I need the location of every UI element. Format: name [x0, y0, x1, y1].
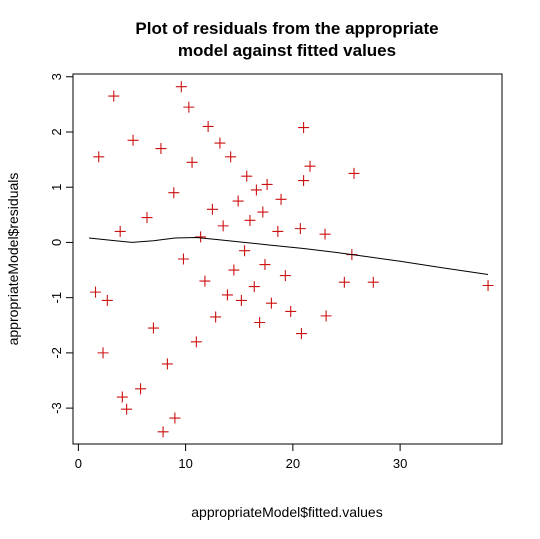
data-point — [265, 297, 277, 309]
data-point — [257, 206, 269, 218]
data-point — [338, 276, 350, 288]
y-tick-label: 2 — [49, 128, 64, 135]
data-point — [101, 294, 113, 306]
data-point — [279, 270, 291, 282]
data-point — [155, 143, 167, 155]
data-point — [298, 122, 310, 134]
y-tick-label: 3 — [49, 73, 64, 80]
data-point — [168, 187, 180, 199]
data-point — [221, 289, 233, 301]
data-point — [93, 151, 105, 163]
data-point — [295, 328, 307, 340]
data-point — [272, 225, 284, 237]
data-point — [177, 253, 189, 265]
data-point — [161, 358, 173, 370]
y-axis: -3 -2 -1 0 1 2 3 — [49, 73, 74, 414]
data-point — [285, 305, 297, 317]
data-point — [232, 195, 244, 207]
x-tick-label: 30 — [393, 456, 407, 471]
data-point — [210, 311, 222, 323]
data-point — [157, 426, 169, 438]
data-point — [116, 391, 128, 403]
y-axis-label: appropriateModel$residuals — [5, 173, 21, 346]
data-point — [348, 167, 360, 179]
data-point — [147, 322, 159, 334]
data-point — [206, 203, 218, 215]
data-point — [217, 220, 229, 232]
data-point — [190, 336, 202, 348]
data-point — [367, 276, 379, 288]
data-point — [319, 228, 331, 240]
data-point — [186, 156, 198, 168]
x-axis-label: appropriateModel$fitted.values — [191, 504, 382, 520]
data-point — [261, 178, 273, 190]
data-point — [141, 212, 153, 224]
x-axis: 0 10 20 30 — [75, 443, 407, 471]
data-point — [275, 193, 287, 205]
data-point — [259, 259, 271, 271]
data-point — [121, 403, 133, 415]
data-point — [195, 231, 207, 243]
data-point — [241, 170, 253, 182]
data-point — [228, 264, 240, 276]
data-point — [199, 275, 211, 287]
chart-title-line2: model against fitted values — [178, 41, 396, 60]
y-tick-label: 0 — [49, 239, 64, 246]
data-point — [90, 286, 102, 298]
data-point — [254, 317, 266, 329]
y-tick-label: -3 — [49, 402, 64, 414]
data-point — [202, 120, 214, 132]
data-point — [239, 245, 251, 257]
data-point — [127, 134, 139, 146]
data-point — [108, 90, 120, 102]
data-point — [175, 81, 187, 93]
data-point — [248, 281, 260, 293]
data-point — [250, 184, 262, 196]
x-tick-label: 10 — [178, 456, 192, 471]
data-point — [135, 383, 147, 395]
data-point — [320, 310, 332, 322]
y-tick-label: -2 — [49, 347, 64, 359]
chart-title-line1: Plot of residuals from the appropriate — [135, 19, 438, 38]
data-point — [114, 225, 126, 237]
y-tick-label: -1 — [49, 292, 64, 304]
y-tick-label: 1 — [49, 184, 64, 191]
data-point — [244, 214, 256, 226]
smooth-line — [89, 236, 489, 275]
data-point — [97, 347, 109, 359]
data-point — [298, 175, 310, 187]
data-point — [183, 101, 195, 113]
data-point — [169, 412, 181, 424]
x-tick-label: 0 — [75, 456, 82, 471]
data-point — [294, 223, 306, 235]
data-point — [214, 137, 226, 149]
data-point — [482, 280, 494, 292]
x-tick-label: 20 — [286, 456, 300, 471]
data-point — [304, 160, 316, 172]
data-point — [225, 151, 237, 163]
data-points — [90, 81, 494, 438]
data-point — [235, 294, 247, 306]
